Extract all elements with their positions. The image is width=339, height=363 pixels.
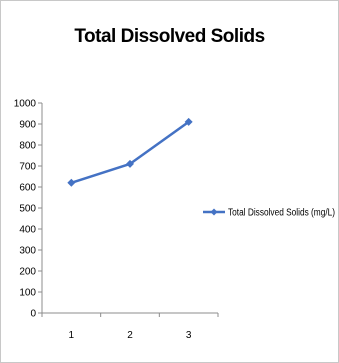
y-tick-label: 0: [30, 309, 36, 320]
data-point: [126, 159, 134, 168]
y-tick-label: 500: [19, 204, 36, 215]
series-group: [67, 117, 193, 187]
y-tick-label: 100: [19, 288, 36, 299]
y-tick-label: 700: [19, 162, 36, 173]
x-tick-label: 2: [127, 330, 133, 341]
legend: Total Dissolved Solids (mg/L): [203, 208, 335, 219]
y-tick-label: 1000: [14, 99, 37, 110]
y-tick-label: 600: [19, 183, 36, 194]
legend-label: Total Dissolved Solids (mg/L): [228, 208, 335, 219]
x-tick-label: 1: [69, 330, 75, 341]
axes: [41, 103, 218, 314]
series-line: [70, 120, 190, 184]
y-tick-label: 200: [19, 267, 36, 278]
data-point: [67, 178, 76, 187]
y-axis-ticks: 0 100 200 300 400 500 600 700 800 900 1000: [14, 99, 42, 320]
chart-title: Total Dissolved Solids: [74, 26, 265, 47]
y-tick-label: 300: [19, 246, 36, 257]
y-tick-label: 900: [19, 120, 36, 131]
legend-marker: [210, 208, 218, 216]
x-axis-ticks: 1 2 3: [41, 313, 219, 341]
x-tick-label: 3: [186, 330, 192, 341]
y-tick-label: 400: [19, 225, 36, 236]
data-point: [184, 117, 193, 126]
y-tick-label: 800: [19, 141, 36, 152]
